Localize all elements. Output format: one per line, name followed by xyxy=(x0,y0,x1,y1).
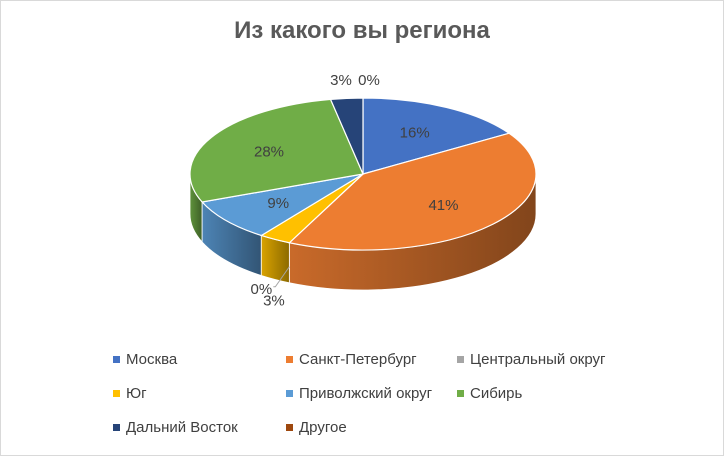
legend-label: Центральный округ xyxy=(470,351,606,368)
data-label-Приволжский округ: 9% xyxy=(267,195,289,212)
pie-slice-Дальний Восток xyxy=(329,97,364,175)
legend-item-Санкт-Петербург: Санкт-Петербург xyxy=(286,351,417,368)
legend-swatch xyxy=(457,390,464,397)
data-label-Другое: 0% xyxy=(358,72,380,89)
data-label-Дальний Восток: 3% xyxy=(330,72,352,89)
pie-top xyxy=(189,97,537,251)
legend-label: Сибирь xyxy=(470,385,523,402)
pie-sides xyxy=(189,173,537,291)
legend-item-Приволжский округ: Приволжский округ xyxy=(286,385,432,402)
legend-swatch xyxy=(113,424,120,431)
legend-swatch xyxy=(286,390,293,397)
pie-slice-Москва xyxy=(362,97,511,175)
data-labels: 16%41%0%3%9%28%3% 0% xyxy=(250,72,458,309)
pie-slice-Санкт-Петербург xyxy=(288,132,537,251)
chart-title: Из какого вы региона xyxy=(234,17,490,44)
legend-item-Другое: Другое xyxy=(286,419,347,436)
legend-label: Приволжский округ xyxy=(299,385,433,402)
legend-item-Сибирь: Сибирь xyxy=(457,385,522,402)
data-label-Санкт-Петербург: 41% xyxy=(428,197,458,214)
legend-item-Москва: Москва xyxy=(113,351,177,368)
legend-label: Юг xyxy=(126,385,147,402)
legend-label: Другое xyxy=(299,419,347,436)
legend-swatch xyxy=(457,356,464,363)
leader-line-2 xyxy=(273,266,290,288)
legend-swatch xyxy=(113,390,120,397)
data-label-Центральный округ: 0% xyxy=(250,281,272,298)
legend-item-Юг: Юг xyxy=(113,385,147,402)
legend-item-Дальний Восток: Дальний Восток xyxy=(113,419,238,436)
legend-label: Санкт-Петербург xyxy=(299,351,417,368)
legend-label: Дальний Восток xyxy=(126,419,238,436)
legend-swatch xyxy=(286,356,293,363)
legend-item-Центральный округ: Центральный округ xyxy=(457,351,606,368)
data-label-Сибирь: 28% xyxy=(254,143,284,160)
legend-label: Москва xyxy=(126,351,178,368)
pie-slice-Приволжский округ xyxy=(200,173,364,237)
data-label-Москва: 16% xyxy=(400,125,430,142)
legend-swatch xyxy=(113,356,120,363)
pie-slice-Сибирь xyxy=(189,98,364,203)
legend-swatch xyxy=(286,424,293,431)
data-label-Юг: 3% xyxy=(263,292,285,309)
